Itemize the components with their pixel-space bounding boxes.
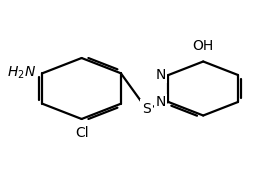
Text: Cl: Cl — [75, 126, 88, 140]
Text: S: S — [142, 102, 151, 116]
Text: N: N — [155, 95, 166, 109]
Text: OH: OH — [193, 39, 214, 53]
Text: N: N — [155, 68, 166, 82]
Text: $H_2N$: $H_2N$ — [7, 65, 36, 81]
